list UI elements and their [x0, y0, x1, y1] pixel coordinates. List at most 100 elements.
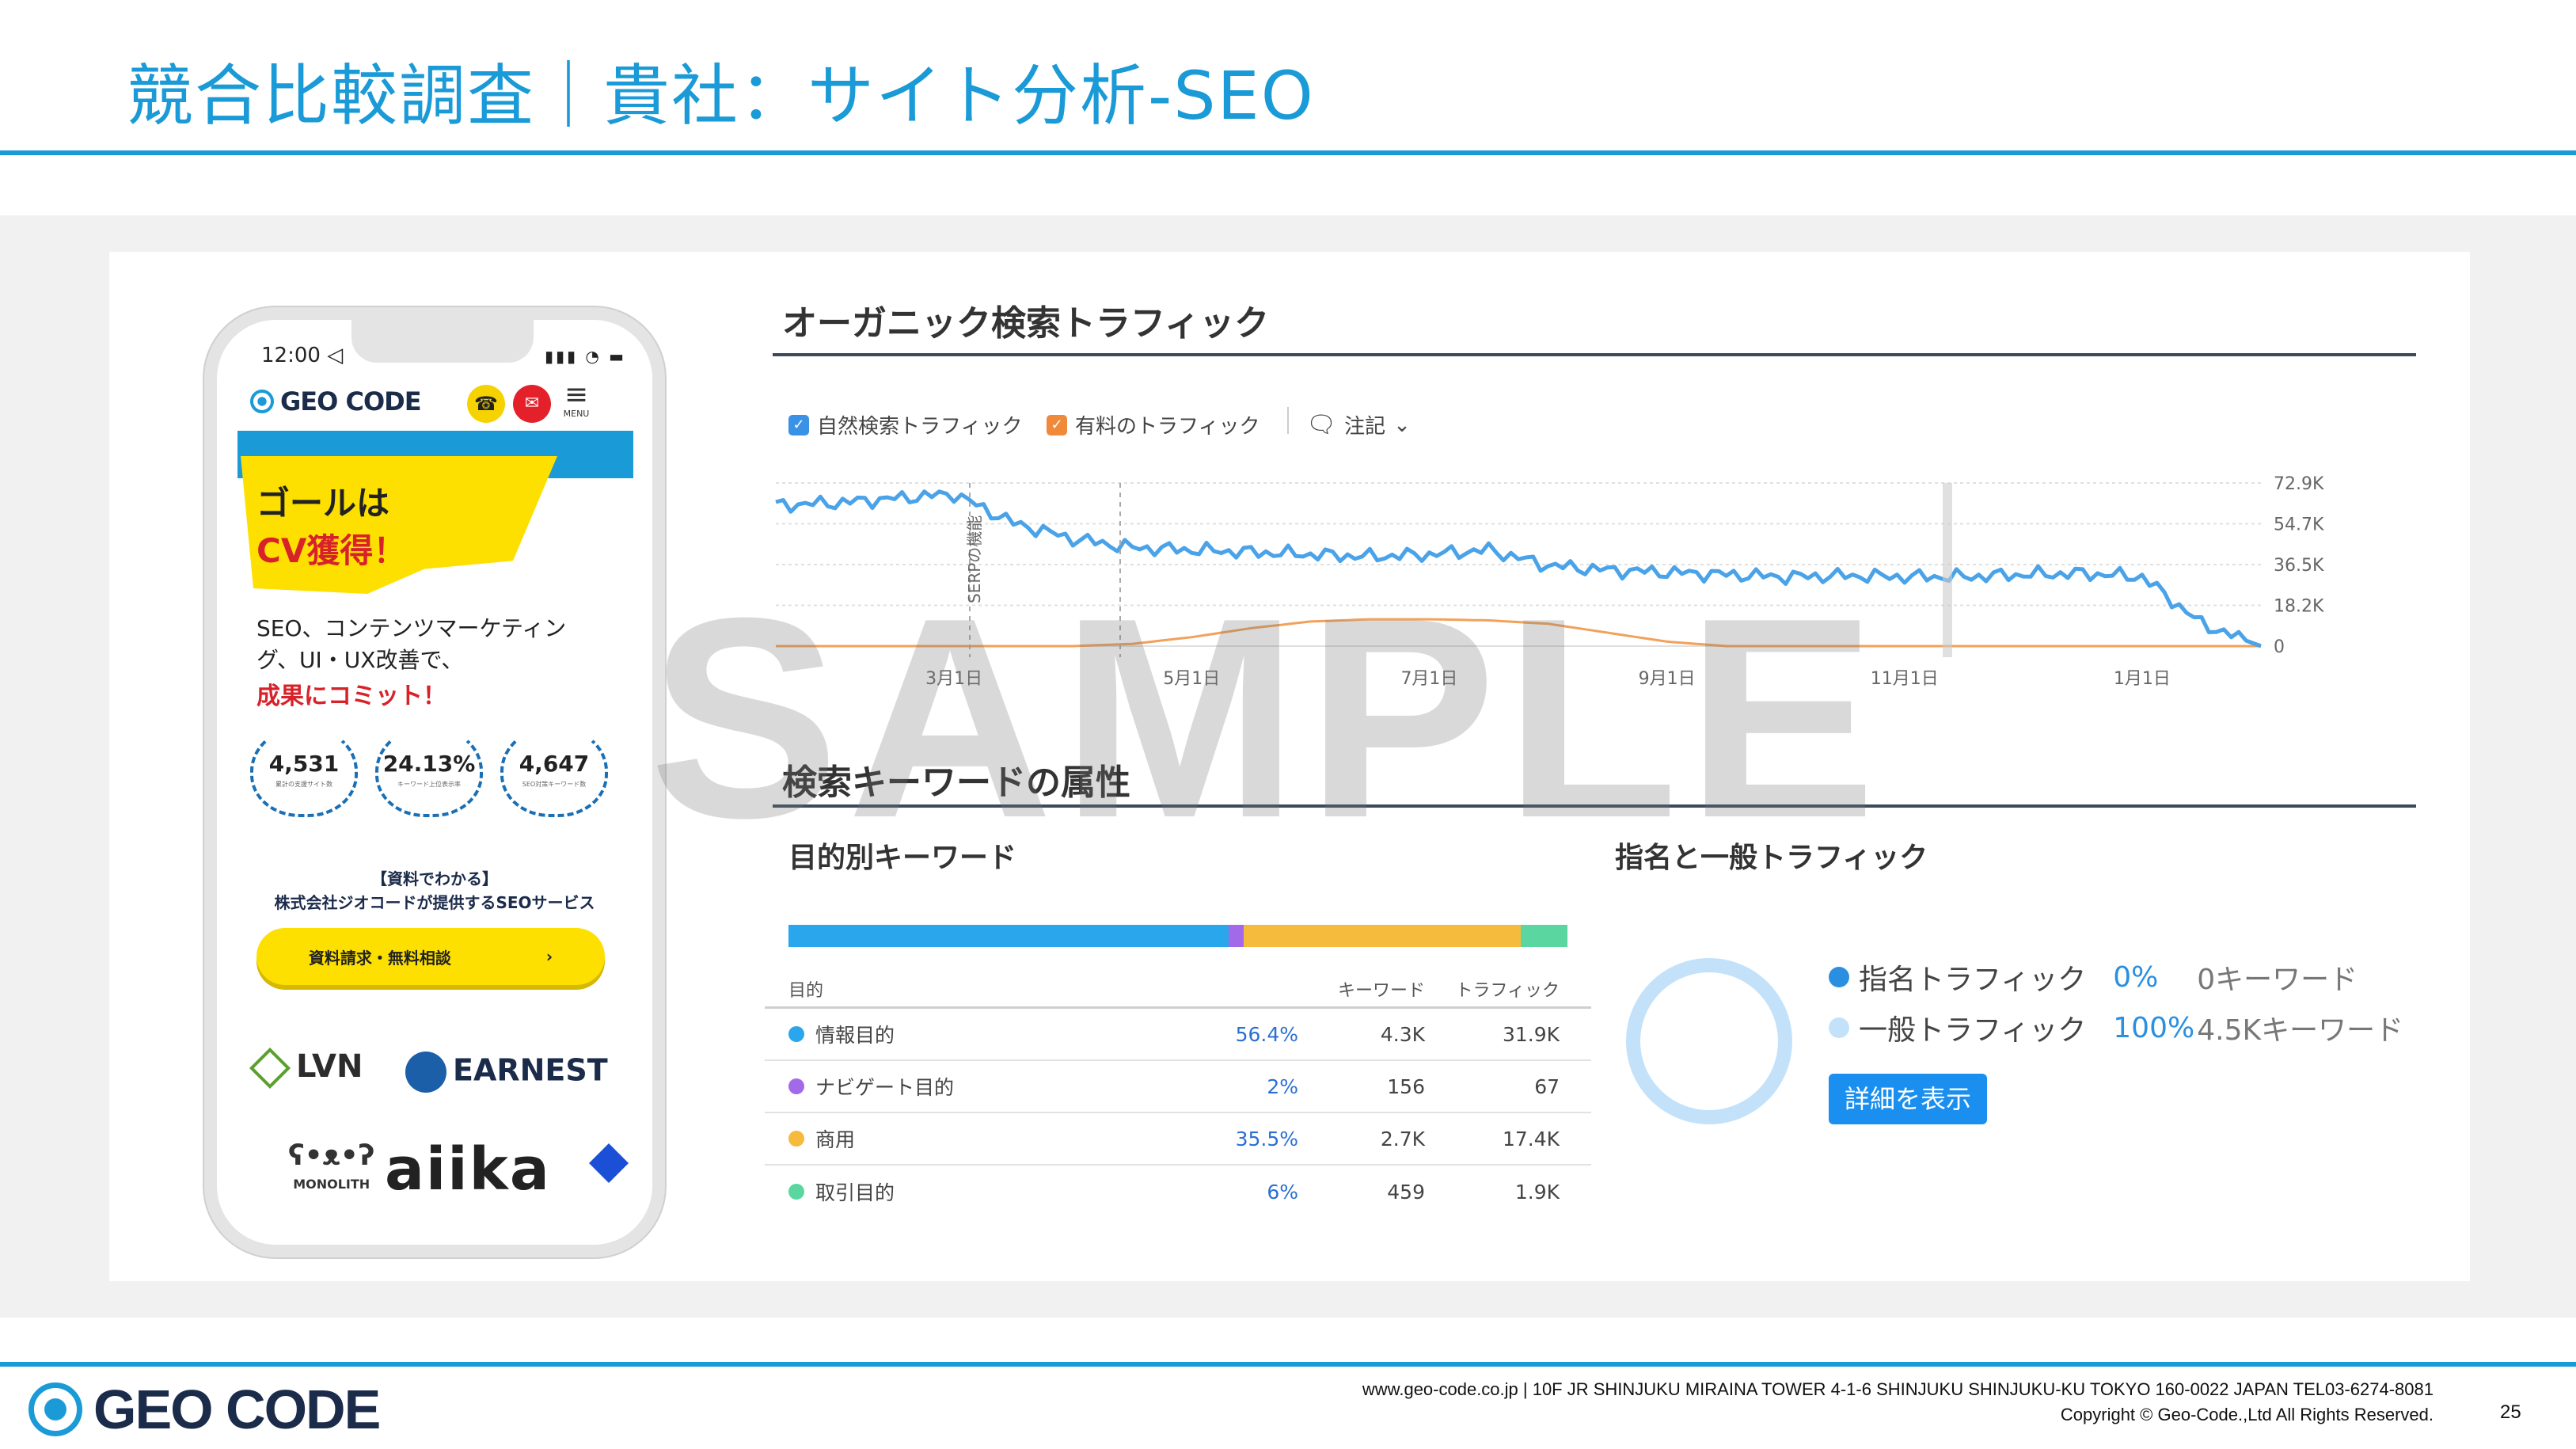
x-tick-label: 1月1日 [2114, 669, 2171, 689]
legend-organic-toggle[interactable]: ✓ 自然検索トラフィック [788, 410, 1022, 439]
client-logo-lvn: LVN [249, 1047, 363, 1090]
hero-headline-1: ゴールは [256, 484, 390, 523]
keyword-attributes-rule [773, 804, 2416, 808]
phone-call-button[interactable]: ☎ [467, 385, 505, 423]
mail-icon: ✉ [524, 394, 540, 413]
table-row[interactable]: 情報目的 56.4% 4.3K 31.9K [765, 1009, 1591, 1061]
client-logo-earnest-text: EARNEST [453, 1052, 608, 1088]
informational-dot-icon [788, 1026, 804, 1042]
intent-segment-navigational[interactable] [1228, 925, 1244, 947]
y-tick-label: 18.2K [2274, 597, 2324, 617]
legend-paid-toggle[interactable]: ✓ 有料のトラフィック [1047, 410, 1260, 439]
branded-pct: 0% [2113, 960, 2159, 994]
award-caption: 累計の支援サイト数 [275, 781, 332, 788]
branded-traffic-donut [1626, 958, 1792, 1124]
paid-series-line [776, 618, 2261, 648]
table-row[interactable]: 取引目的 6% 459 1.9K [765, 1166, 1591, 1218]
geo-code-mark-icon [250, 390, 274, 413]
hero-description-line-2: グ、UI・UX改善で、 [256, 647, 464, 673]
generic-dot-icon [1829, 1017, 1849, 1038]
phone-logo-text: GEO CODE [280, 386, 422, 416]
y-tick-label: 54.7K [2274, 515, 2324, 535]
branded-label: 指名トラフィック [1859, 964, 2087, 996]
award-badge: 4,647 SEO対策キーワード数 [500, 725, 608, 817]
hamburger-icon: ≡ [564, 378, 589, 411]
traffic-section-title: オーガニック検索トラフィック [782, 303, 1270, 344]
client-logo-monolith-text: MONOLITH [293, 1177, 370, 1192]
client-logo-partial-icon [589, 1143, 629, 1183]
header-keywords: キーワード [1337, 980, 1425, 1001]
intent-pct[interactable]: 56.4% [1235, 1022, 1298, 1046]
chevron-down-icon: ⌄ [1393, 413, 1411, 437]
client-logo-monolith: ʕ•ᴥ•ʔ MONOLITH [288, 1142, 374, 1199]
legend-paid-label: 有料のトラフィック [1075, 415, 1260, 439]
intent-pct[interactable]: 6% [1267, 1180, 1298, 1204]
checkbox-checked-icon: ✓ [788, 414, 809, 435]
footer-address: www.geo-code.co.jp | 10F JR SHINJUKU MIR… [1362, 1379, 2434, 1399]
intent-keywords: 2.7K [1380, 1127, 1425, 1150]
request-docs-button[interactable]: 資料請求・無料相談 › [256, 928, 605, 985]
notes-dropdown[interactable]: 🗨 注記 ⌄ [1306, 410, 1411, 439]
header-purpose: 目的 [788, 980, 824, 1001]
x-tick-label: 7月1日 [1400, 669, 1457, 689]
table-row[interactable]: 商用 35.5% 2.7K 17.4K [765, 1113, 1591, 1166]
commercial-dot-icon [788, 1131, 804, 1147]
award-badge: 24.13% キーワード上位表示率 [375, 725, 483, 817]
hero-description-line-1: SEO、コンテンツマーケティン [256, 615, 567, 641]
page-number: 25 [2500, 1401, 2521, 1423]
client-logo-aiika: aiika [385, 1135, 551, 1204]
intent-segment-informational[interactable] [788, 925, 1229, 947]
keyword-attributes-title: 検索キーワードの属性 [782, 763, 1130, 803]
hero-commit-text: 成果にコミット！ [256, 683, 446, 710]
award-caption: SEO対策キーワード数 [522, 781, 587, 788]
award-caption: キーワード上位表示率 [397, 781, 461, 788]
geo-code-mark-icon [28, 1382, 82, 1436]
intent-keywords: 156 [1387, 1074, 1425, 1098]
header-traffic: トラフィック [1455, 980, 1560, 1001]
intent-traffic: 1.9K [1514, 1180, 1560, 1204]
title-rule [0, 150, 2576, 155]
legend-divider [1287, 407, 1289, 434]
client-logo-earnest: EARNEST [405, 1052, 608, 1093]
show-details-button[interactable]: 詳細を表示 [1829, 1074, 1987, 1124]
generic-pct: 100% [2113, 1011, 2195, 1044]
intent-label: 商用 [815, 1128, 856, 1151]
footer-rule [0, 1362, 2576, 1367]
award-value: 4,531 [268, 751, 340, 777]
phone-notch [351, 320, 534, 363]
monolith-animals-icon: ʕ•ᴥ•ʔ [288, 1139, 375, 1172]
phone-icon: ☎ [474, 393, 498, 415]
notes-label: 注記 [1344, 415, 1386, 439]
x-tick-label: 5月1日 [1163, 669, 1220, 689]
menu-label: MENU [563, 409, 590, 419]
branded-keywords: 0キーワード [2197, 964, 2358, 996]
branded-traffic-row: 指名トラフィック 0% 0キーワード [1829, 956, 2358, 998]
phone-site-logo[interactable]: GEO CODE [250, 386, 422, 416]
service-info-heading: 【資料でわかる】 [371, 869, 498, 888]
navigational-dot-icon [788, 1078, 804, 1094]
table-row[interactable]: ナビゲート目的 2% 156 67 [765, 1061, 1591, 1113]
intent-pct[interactable]: 35.5% [1235, 1127, 1298, 1150]
intent-label: 取引目的 [815, 1181, 895, 1204]
generic-traffic-row: 一般トラフィック 100% 4.5Kキーワード [1829, 1007, 2403, 1048]
organic-series-line [775, 489, 2262, 648]
intent-segment-transactional[interactable] [1520, 925, 1567, 947]
comment-icon: 🗨 [1306, 411, 1337, 439]
x-tick-label: 9月1日 [1639, 669, 1696, 689]
intent-table-header: 目的 キーワード トラフィック [765, 971, 1591, 1009]
organic-traffic-chart: 0 18.2K 36.5K 54.7K 72.9K 3月1日 5月1日 7月1日 9月1日 11… [775, 474, 2324, 689]
chevron-right-icon: › [545, 947, 553, 966]
service-info-text: 株式会社ジオコードが提供するSEOサービス [274, 893, 595, 912]
intent-segment-commercial[interactable] [1244, 925, 1521, 947]
phone-mockup: 12:00 ◁ ▮▮▮ ◔ ▬ GEO CODE ☎ ✉ ≡ MENU ゴールは… [204, 307, 665, 1257]
hamburger-menu-button[interactable]: ≡ MENU [559, 378, 594, 420]
intent-keywords-title: 目的別キーワード [788, 842, 1017, 874]
signal-battery-icon: ▮▮▮ ◔ ▬ [545, 347, 627, 366]
generic-label: 一般トラフィック [1859, 1014, 2087, 1047]
award-badge: 4,531 累計の支援サイト数 [250, 725, 358, 817]
award-value: 4,647 [519, 751, 590, 777]
cta-label: 資料請求・無料相談 [308, 948, 451, 968]
intent-table: 目的 キーワード トラフィック 情報目的 56.4% 4.3K 31.9K ナビ… [765, 971, 1591, 1218]
intent-pct[interactable]: 2% [1267, 1074, 1298, 1098]
mail-button[interactable]: ✉ [513, 385, 551, 423]
